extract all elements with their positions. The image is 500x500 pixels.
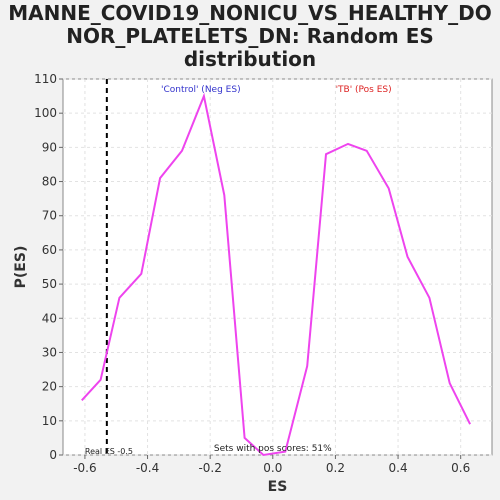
y-axis: 0 10 20 30 40 50 60 70 80 90 100 110 [34, 72, 63, 462]
y-tick-label: 20 [42, 380, 57, 394]
y-tick-label: 40 [42, 311, 57, 325]
y-tick-label: 60 [42, 243, 57, 257]
x-tick-label: -0.6 [73, 461, 96, 475]
y-tick-label: 70 [42, 209, 57, 223]
x-tick-label: 0.4 [389, 461, 408, 475]
x-axis: -0.6 -0.4 -0.2 0.0 0.2 0.4 0.6 [73, 455, 470, 475]
y-tick-label: 80 [42, 175, 57, 189]
x-tick-label: 0.0 [263, 461, 282, 475]
plot-area [62, 78, 493, 456]
chart-title: MANNE_COVID19_NONICU_VS_HEALTHY_DO NOR_P… [0, 2, 500, 71]
y-tick-label: 0 [49, 448, 57, 462]
y-tick-label: 50 [42, 277, 57, 291]
y-axis-label: P(ES) [13, 246, 29, 289]
y-tick-label: 110 [34, 72, 57, 86]
y-tick-label: 30 [42, 345, 57, 359]
series-line [81, 92, 471, 457]
grid [63, 78, 492, 456]
y-tick-label: 100 [34, 106, 57, 120]
y-tick-label: 10 [42, 414, 57, 428]
pos-es-label: 'TB' (Pos ES) [336, 85, 392, 95]
x-tick-label: 0.2 [326, 461, 345, 475]
x-tick-label: 0.6 [451, 461, 470, 475]
real-es-label: Real ES -0.5 [85, 447, 133, 456]
title-line-2: NOR_PLATELETS_DN: Random ES [66, 24, 434, 48]
y-tick-label: 90 [42, 140, 57, 154]
x-tick-label: -0.2 [198, 461, 221, 475]
title-line-1: MANNE_COVID19_NONICU_VS_HEALTHY_DO [8, 1, 492, 25]
x-axis-label: ES [268, 479, 288, 495]
title-line-3: distribution [183, 47, 317, 71]
x-tick-label: -0.4 [136, 461, 159, 475]
neg-es-label: 'Control' (Neg ES) [161, 85, 241, 95]
sets-with-pos-scores-label: Sets with pos scores: 51% [214, 444, 332, 454]
